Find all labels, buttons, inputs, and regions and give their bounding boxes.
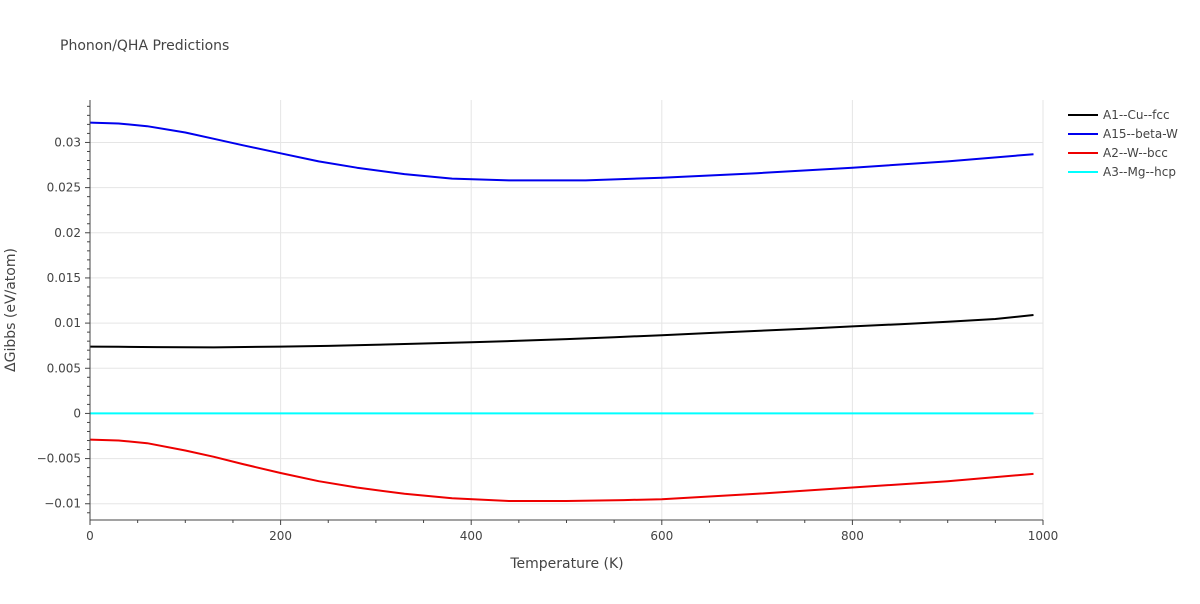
legend-item[interactable]: A15--beta-W bbox=[1068, 127, 1178, 141]
x-tick-label: 400 bbox=[460, 529, 483, 543]
y-tick-label: 0.025 bbox=[47, 181, 81, 195]
y-tick-label: 0.03 bbox=[54, 135, 81, 149]
grid bbox=[90, 100, 1044, 520]
legend-label: A1--Cu--fcc bbox=[1103, 108, 1170, 122]
legend-item[interactable]: A2--W--bcc bbox=[1068, 146, 1168, 160]
y-tick-label: 0.02 bbox=[54, 226, 81, 240]
x-tick-label: 1000 bbox=[1028, 529, 1059, 543]
series-lines bbox=[89, 121, 1034, 502]
x-tick-label: 0 bbox=[86, 529, 94, 543]
x-tick-label: 600 bbox=[650, 529, 673, 543]
y-tick-label: −0.01 bbox=[44, 497, 81, 511]
legend-label: A2--W--bcc bbox=[1103, 146, 1168, 160]
x-tick-label: 800 bbox=[841, 529, 864, 543]
chart-title: Phonon/QHA Predictions bbox=[60, 38, 229, 54]
y-tick-label: 0.015 bbox=[47, 271, 81, 285]
x-tick-label: 200 bbox=[269, 529, 292, 543]
legend[interactable]: A1--Cu--fcc A15--beta-W A2--W--bcc A3--Mg--… bbox=[1068, 108, 1178, 179]
legend-item[interactable]: A3--Mg--hcp bbox=[1068, 165, 1176, 179]
axes: 0 200 400 600 800 1000 −0.01 −0.005 0 0.005 0.01 0.… bbox=[37, 100, 1059, 543]
x-axis-title: Temperature (K) bbox=[509, 556, 623, 572]
y-tick-label: 0.005 bbox=[47, 361, 81, 375]
y-tick-label: −0.005 bbox=[37, 452, 81, 466]
series-line-a15-beta-w[interactable] bbox=[89, 121, 1034, 182]
series-line-a2-w-bcc[interactable] bbox=[89, 438, 1034, 502]
legend-item[interactable]: A1--Cu--fcc bbox=[1068, 108, 1170, 122]
y-tick-label: 0 bbox=[73, 406, 81, 420]
y-axis-title: ΔGibbs (eV/atom) bbox=[3, 248, 19, 372]
legend-label: A3--Mg--hcp bbox=[1103, 165, 1176, 179]
legend-label: A15--beta-W bbox=[1103, 127, 1178, 141]
y-tick-label: 0.01 bbox=[54, 316, 81, 330]
series-line-a1-cu-fcc[interactable] bbox=[89, 314, 1034, 349]
